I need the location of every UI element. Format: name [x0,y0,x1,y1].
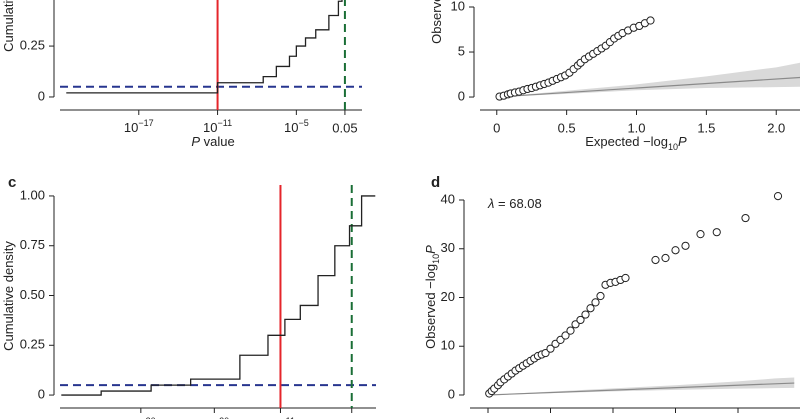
y-tick-label: 0.25 [20,38,45,53]
text-part: Cumulative density [1,241,16,351]
point [541,348,550,358]
ecdf-line [61,195,376,396]
text-part: value [200,134,235,149]
y-tick-label: 0 [458,88,465,103]
y-tick-label: 5 [458,43,465,58]
x-axis-label: Expected −log10P [585,134,687,152]
x-tick-label: 10−5 [284,118,309,135]
tick-base: 10 [203,120,217,135]
y-tick-label: 30 [441,240,455,255]
text-part: 10 [431,254,441,264]
y-axis-label: Observed −log10P [429,0,447,44]
y-tick-label: 1.00 [20,187,45,202]
reference-line [496,76,800,98]
point [591,298,600,307]
point [773,192,783,201]
point [646,16,655,25]
point [596,291,605,301]
y-tick-label: 0 [38,88,45,103]
x-tick-label: 0 [493,120,500,135]
point [576,315,585,325]
x-tick-label: 10−11 [203,118,232,135]
point [581,310,590,319]
y-axis-label: Cumulative density [1,0,16,52]
point [566,326,575,335]
reference-line [487,382,795,396]
y-tick-label: 0.75 [20,237,45,252]
text-part: P [678,134,687,149]
point [651,255,660,265]
point [696,230,705,239]
y-tick-label: 0 [38,386,45,401]
annotation: λ = 68.08 [487,196,542,211]
x-tick-label: 10−17 [124,118,154,135]
point [621,273,630,283]
point [681,241,690,250]
y-tick-label: 0.50 [20,0,45,2]
x-tick-label: 1.0 [627,120,645,135]
tick-exponent: −17 [138,118,153,128]
text-part: Expected −log [585,134,668,149]
confidence-band [496,62,800,98]
text-part: Cumulative density [1,0,16,52]
point [561,331,570,340]
point [556,335,565,345]
panel-label: d [431,174,440,191]
x-tick-label: 1.5 [697,120,715,135]
point [671,246,680,255]
tick-exponent: −11 [280,416,295,419]
ecdf-line [66,0,343,94]
panel-label: c [8,174,16,191]
tick-base: 10 [124,120,138,135]
text-part: = 68.08 [494,196,541,211]
x-tick-label: 2.0 [767,120,785,135]
point [571,320,580,329]
point [661,253,670,263]
x-tick-label: 0.05 [332,120,357,135]
point [586,304,595,313]
tick-exponent: −20 [214,416,229,419]
tick-exponent: −5 [298,118,308,128]
y-tick-label: 20 [441,289,455,304]
tick-base: 10 [284,120,298,135]
text-part: Observed −log [423,264,438,349]
point [546,344,555,353]
y-tick-label: 10 [451,0,465,13]
text-part: λ [487,196,494,211]
point [741,213,750,223]
y-tick-label: 0.50 [20,287,45,302]
confidence-band [488,377,795,395]
y-tick-label: 0.25 [20,337,45,352]
y-tick-label: 10 [441,338,455,353]
y-tick-label: 40 [441,191,455,206]
y-tick-label: 0 [448,386,455,401]
text-part: P [191,134,200,149]
tick-exponent: −11 [217,118,232,128]
point [712,228,721,237]
text-part: Observed −log [429,0,444,44]
y-axis-label: Cumulative density [1,241,16,351]
tick-exponent: −30 [140,416,155,419]
text-part: P [423,245,438,254]
text-part: 10 [668,142,678,152]
y-axis-label: Observed −log10P [423,245,441,349]
x-tick-label: 0.5 [558,120,576,135]
x-axis-label: P value [191,134,234,149]
